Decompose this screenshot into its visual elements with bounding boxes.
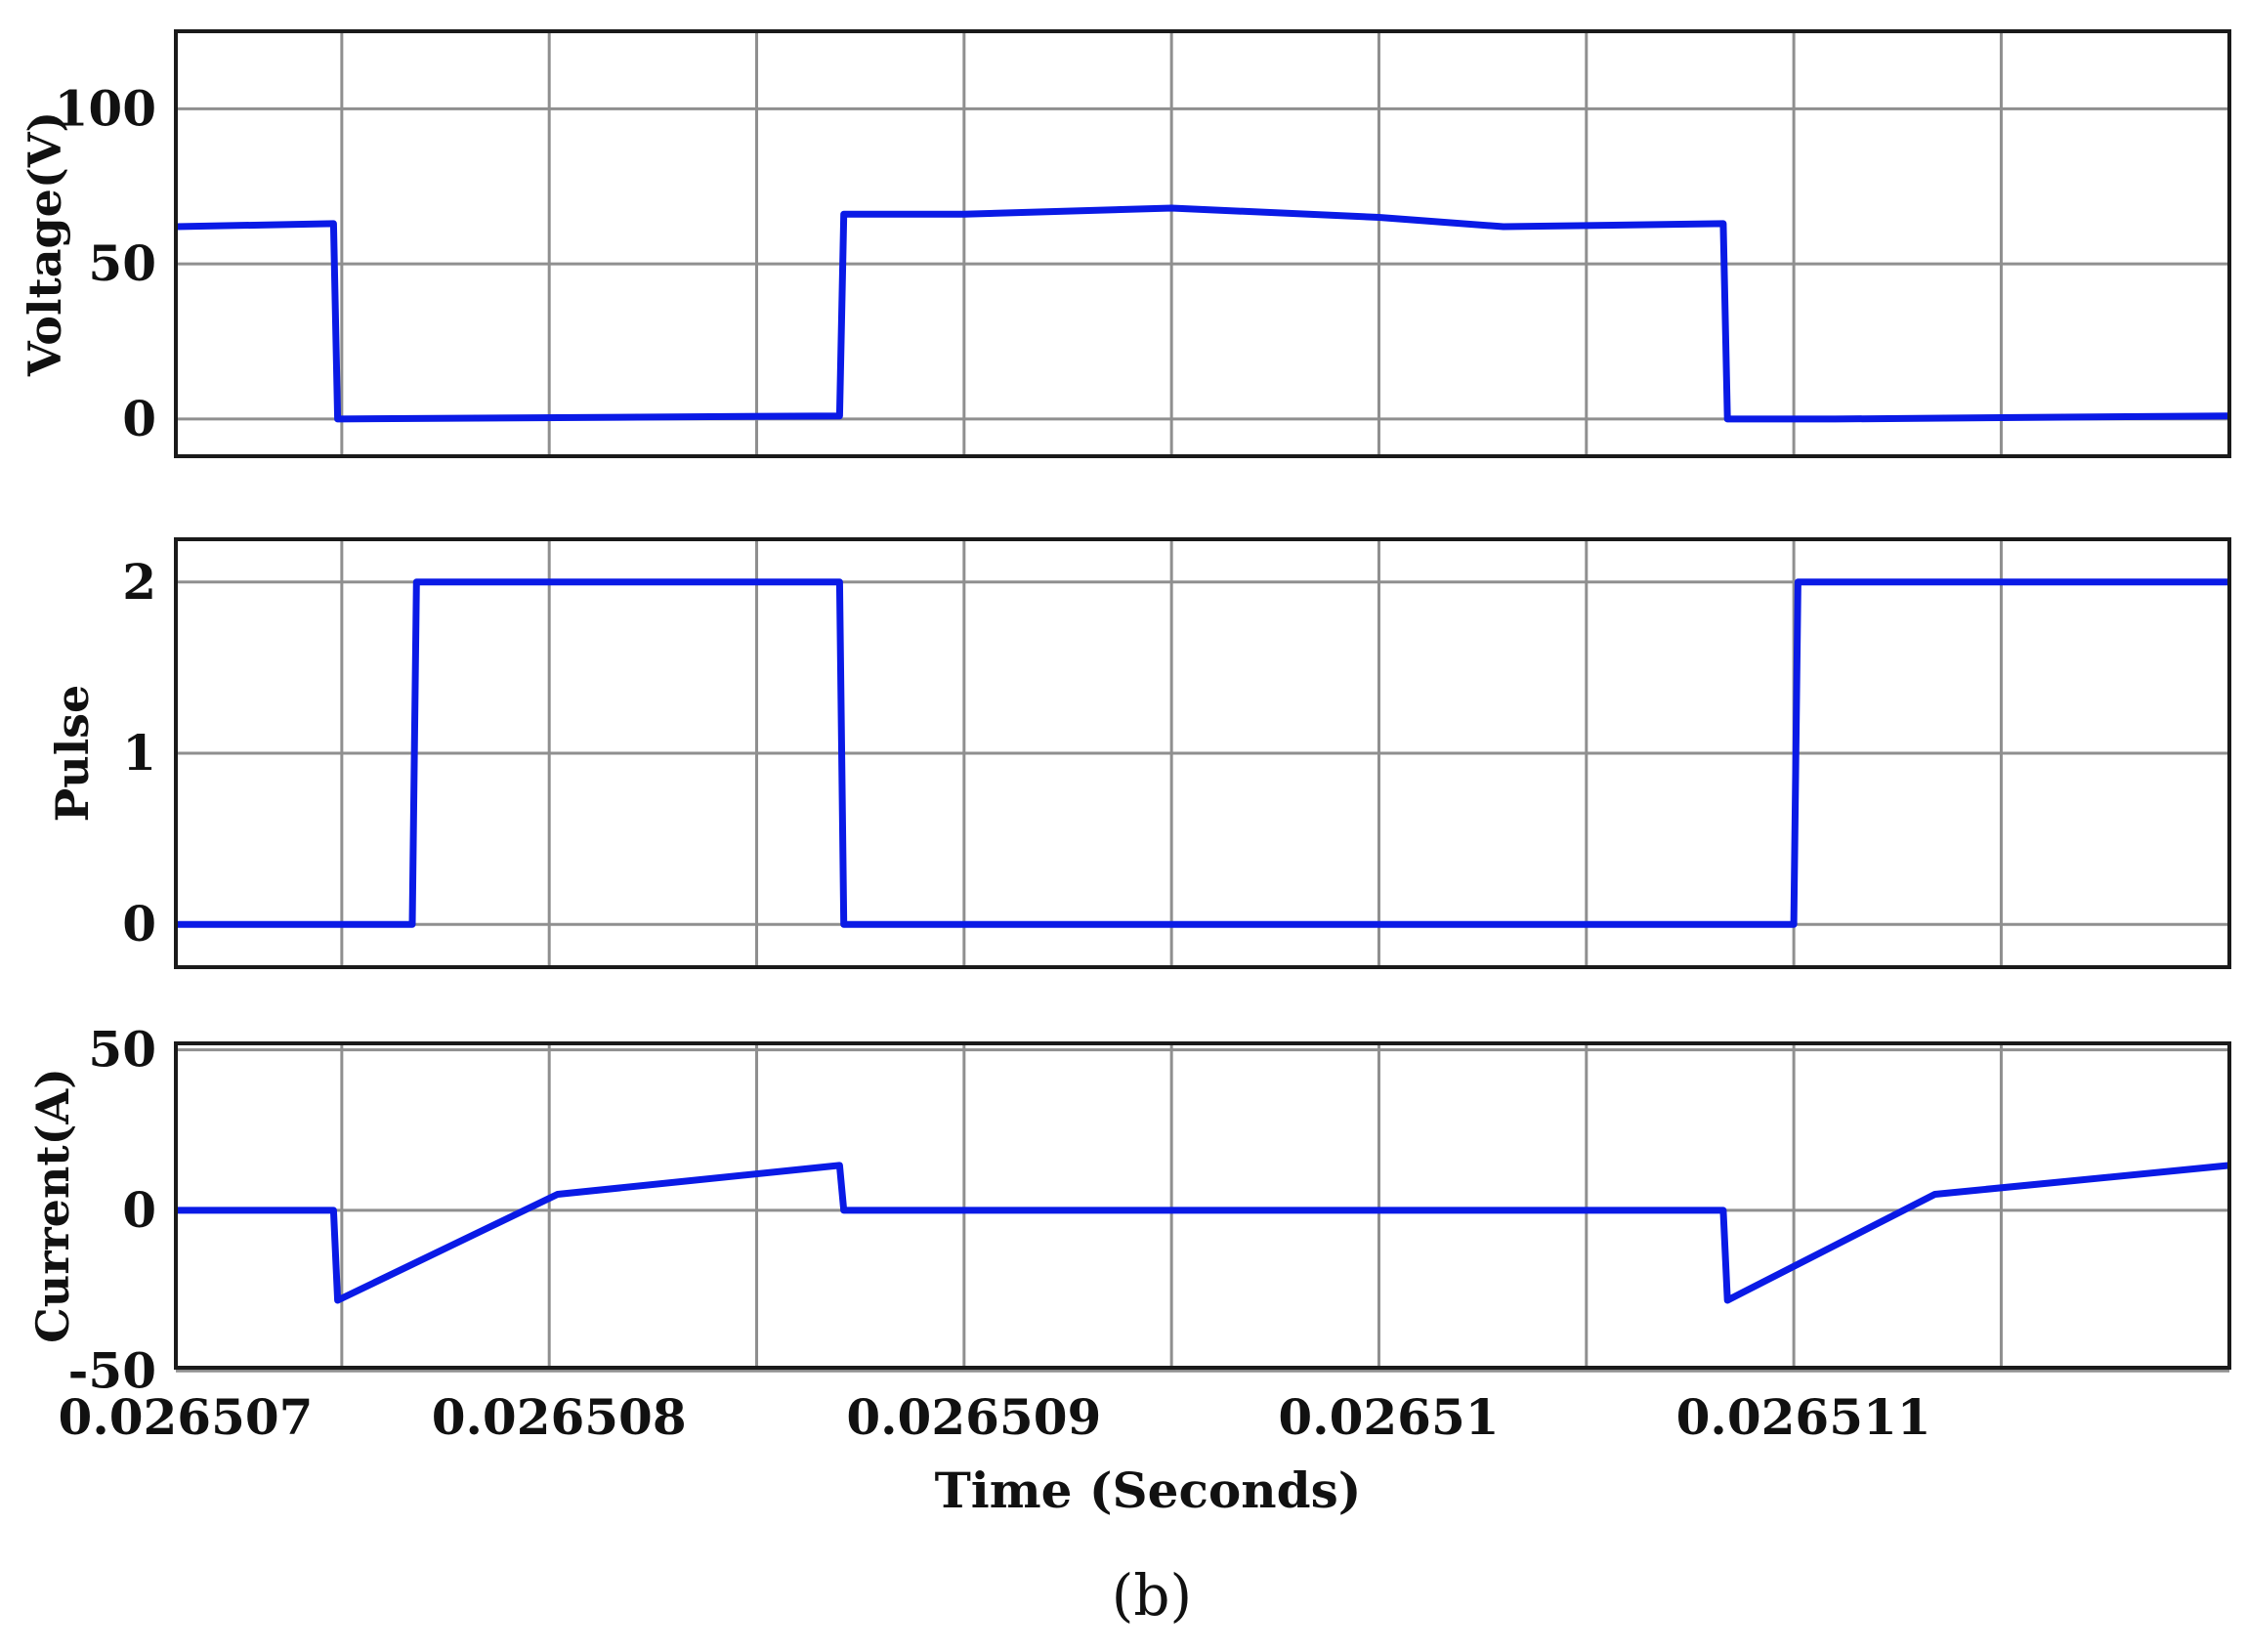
pulse-y-tick-label: 1 [122,724,156,782]
pulse-grid [174,539,2229,967]
voltage-panel: 0 50 100 Voltage(V) [19,29,2231,458]
pulse-axis-label: Pulse [46,685,99,823]
voltage-y-ticks: 0 50 100 [55,79,156,447]
current-y-ticks: -50 0 50 [68,1021,156,1400]
voltage-grid [174,31,2229,456]
x-tick-label: 0.026511 [1676,1388,1931,1446]
voltage-y-tick-label: 100 [55,79,156,137]
voltage-axis-label: Voltage(V) [19,111,71,377]
current-frame [174,1041,2231,1370]
figure-caption: (b) [1112,1562,1192,1629]
pulse-trace [176,578,2229,928]
pulse-frame [174,537,2231,969]
x-tick-label: 0.026508 [432,1388,687,1446]
current-y-tick-label: 50 [88,1021,156,1079]
voltage-y-tick-label: 0 [122,390,156,447]
pulse-y-tick-label: 2 [122,553,156,611]
current-y-tick-label: -50 [68,1341,156,1399]
voltage-frame [174,29,2231,458]
pulse-panel: 0 1 2 Pulse [46,537,2231,969]
current-axis-label: Current(A) [26,1068,79,1343]
pulse-y-tick-label: 0 [122,895,156,953]
x-axis-label: Time (Seconds) [935,1461,1362,1519]
x-tick-label: 0.026509 [846,1388,1101,1446]
voltage-trace [175,204,2230,423]
current-y-tick-label: 0 [122,1181,156,1239]
x-tick-label: 0.026507 [59,1388,314,1446]
time-x-ticks: 0.026507 0.026508 0.026509 0.02651 0.026511 [59,1388,1931,1446]
pulse-y-ticks: 0 1 2 [122,553,156,953]
current-trace [176,1162,2230,1304]
x-tick-label: 0.02651 [1278,1388,1499,1446]
voltage-y-tick-label: 50 [88,234,156,292]
